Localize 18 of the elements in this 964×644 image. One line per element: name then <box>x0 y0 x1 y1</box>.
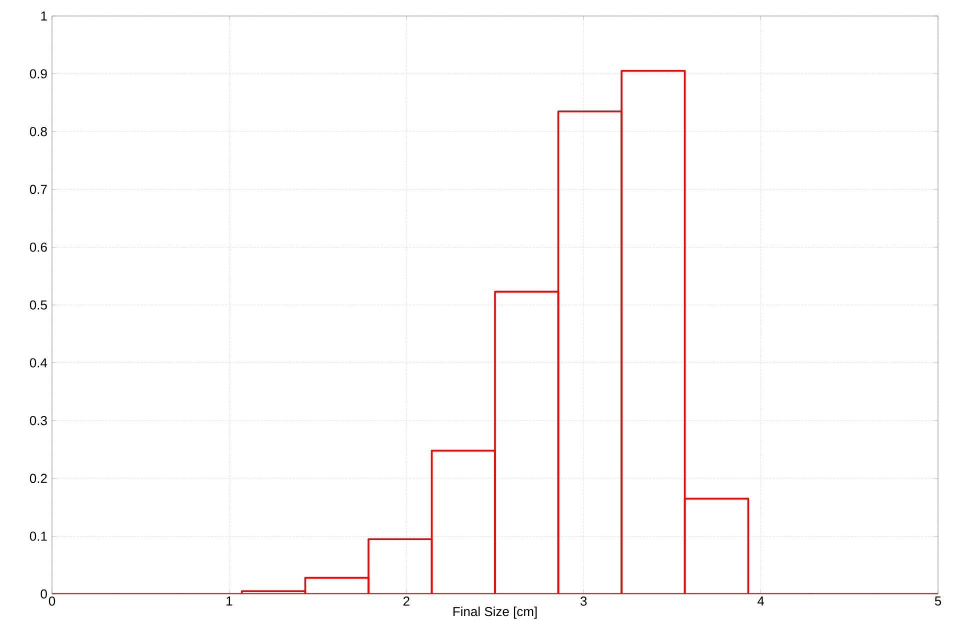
y-tick-label: 0.9 <box>30 69 47 78</box>
x-tick-label: 0 <box>48 596 56 606</box>
y-tick-label: 0 <box>40 589 47 599</box>
y-tick-label: 0.1 <box>30 532 47 541</box>
y-tick-label: 0.5 <box>30 300 47 310</box>
x-axis-title: Final Size [cm] <box>453 606 537 619</box>
y-tick-label: 0.3 <box>30 416 47 426</box>
x-tick-label: 3 <box>580 596 587 606</box>
x-tick-label: 2 <box>403 596 410 606</box>
x-tick-label: 4 <box>757 596 764 606</box>
x-tick-label: 1 <box>226 596 232 606</box>
y-tick-label: 0.2 <box>30 474 47 483</box>
y-tick-label: 0.7 <box>30 184 47 194</box>
y-tick-label: 0.4 <box>30 358 48 368</box>
y-tick-label: 0.6 <box>30 242 47 252</box>
y-tick-label: 1 <box>41 12 47 20</box>
x-tick-label: 5 <box>934 596 942 606</box>
y-tick-label: 0.8 <box>30 126 47 136</box>
